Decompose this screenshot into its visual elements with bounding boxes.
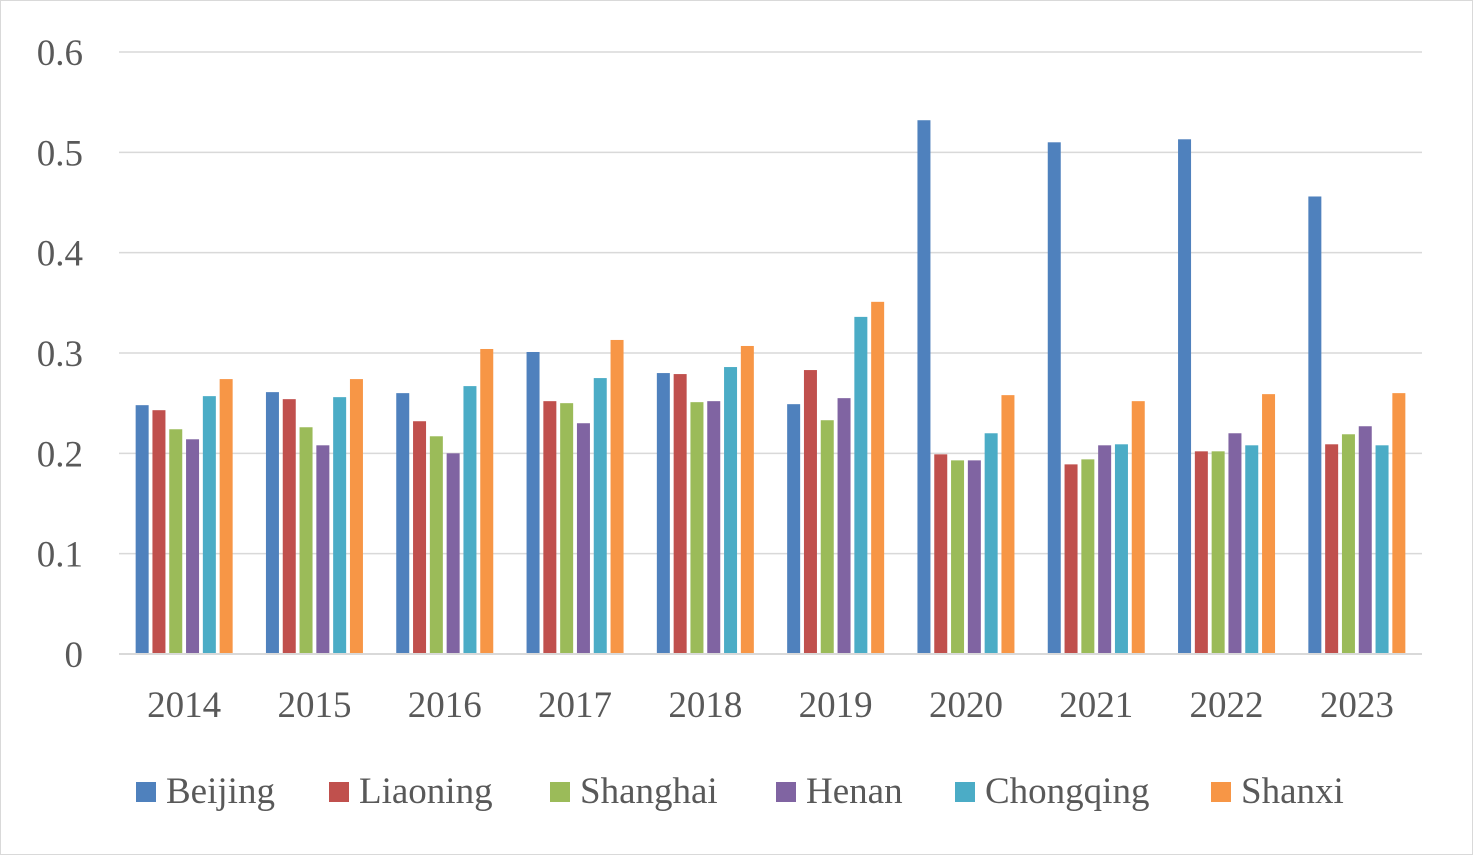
bar-liaoning bbox=[673, 374, 687, 654]
bar-henan bbox=[576, 423, 590, 654]
bar-beijing bbox=[1047, 142, 1061, 655]
x-tick-label: 2017 bbox=[538, 685, 612, 726]
bar-shanghai bbox=[690, 402, 704, 654]
legend-label-beijing: Beijing bbox=[166, 771, 275, 812]
bar-liaoning bbox=[1194, 451, 1208, 654]
bar-liaoning bbox=[1064, 464, 1078, 654]
x-tick-label: 2016 bbox=[408, 685, 482, 726]
y-tick-label: 0.3 bbox=[37, 334, 83, 375]
bar-beijing bbox=[1178, 139, 1192, 655]
x-tick-label: 2023 bbox=[1320, 685, 1394, 726]
bar-shanghai bbox=[1211, 451, 1225, 654]
legend-swatch-shanxi bbox=[1211, 782, 1231, 802]
bar-shanghai bbox=[1341, 434, 1355, 654]
bar-shanghai bbox=[951, 460, 965, 654]
bar-beijing bbox=[656, 373, 670, 654]
y-tick-label: 0.1 bbox=[37, 535, 83, 576]
bar-henan bbox=[186, 439, 200, 654]
bar-beijing bbox=[526, 351, 540, 654]
bar-shanghai bbox=[560, 403, 574, 654]
bar-henan bbox=[1228, 433, 1242, 654]
bar-shanxi bbox=[1262, 394, 1276, 654]
x-tick-label: 2021 bbox=[1059, 685, 1133, 726]
bar-beijing bbox=[396, 393, 410, 654]
x-tick-label: 2014 bbox=[147, 685, 221, 726]
bar-shanxi bbox=[871, 301, 885, 654]
legend-label-shanxi: Shanxi bbox=[1241, 771, 1344, 812]
y-axis-ticks: 0 0.1 0.2 0.3 0.4 0.5 0.6 bbox=[37, 33, 83, 676]
bar-liaoning bbox=[934, 454, 948, 654]
bar-shanghai bbox=[429, 436, 443, 654]
bar-chongqing bbox=[984, 433, 998, 654]
bar-liaoning bbox=[803, 370, 817, 654]
bar-henan bbox=[1098, 445, 1112, 654]
gridlines bbox=[119, 51, 1422, 555]
bar-liaoning bbox=[152, 410, 166, 654]
x-tick-label: 2015 bbox=[277, 685, 351, 726]
y-tick-label: 0.4 bbox=[37, 234, 83, 275]
bar-liaoning bbox=[282, 399, 296, 654]
bar-shanxi bbox=[740, 345, 754, 654]
bar-chongqing bbox=[724, 367, 738, 654]
bar-liaoning bbox=[413, 421, 427, 654]
legend-swatch-liaoning bbox=[329, 782, 349, 802]
bar-shanghai bbox=[299, 427, 313, 654]
x-tick-label: 2022 bbox=[1190, 685, 1264, 726]
bar-beijing bbox=[1308, 196, 1322, 655]
bar-henan bbox=[316, 445, 330, 654]
bar-beijing bbox=[787, 404, 801, 654]
legend-swatch-shanghai bbox=[550, 782, 570, 802]
bar-shanghai bbox=[169, 429, 183, 654]
bar-henan bbox=[967, 460, 981, 654]
bar-shanxi bbox=[1392, 393, 1406, 654]
legend-swatch-henan bbox=[776, 782, 796, 802]
legend-label-shanghai: Shanghai bbox=[580, 771, 718, 812]
bar-liaoning bbox=[543, 401, 557, 654]
bar-shanxi bbox=[349, 379, 363, 654]
bar-henan bbox=[1358, 426, 1372, 654]
bar-shanghai bbox=[1081, 459, 1095, 654]
legend-label-henan: Henan bbox=[806, 771, 903, 812]
bar-shanxi bbox=[1001, 395, 1015, 654]
bar-shanxi bbox=[480, 348, 494, 654]
bar-shanxi bbox=[610, 339, 624, 654]
bar-beijing bbox=[135, 405, 149, 654]
legend-label-chongqing: Chongqing bbox=[985, 771, 1149, 812]
bar-beijing bbox=[917, 120, 931, 654]
bar-henan bbox=[707, 401, 721, 654]
bar-chongqing bbox=[1114, 444, 1128, 654]
bar-shanxi bbox=[219, 379, 233, 654]
y-tick-label: 0.2 bbox=[37, 434, 83, 475]
bar-chongqing bbox=[463, 386, 477, 654]
x-tick-label: 2018 bbox=[668, 685, 742, 726]
bar-chongqing bbox=[1245, 445, 1259, 654]
bar-liaoning bbox=[1325, 444, 1339, 654]
bar-chongqing bbox=[854, 316, 868, 654]
legend: Beijing Liaoning Shanghai Henan Chongqing Sha… bbox=[136, 771, 1344, 812]
x-axis-ticks: 2014 2015 2016 2017 2018 2019 2020 2021 2022 2023 bbox=[147, 685, 1394, 726]
legend-label-liaoning: Liaoning bbox=[359, 771, 493, 812]
bar-shanxi bbox=[1131, 401, 1145, 654]
x-tick-label: 2020 bbox=[929, 685, 1003, 726]
bar-chongqing bbox=[333, 397, 347, 654]
bar-chongqing bbox=[1375, 445, 1389, 654]
bar-chongqing bbox=[593, 378, 607, 654]
bar-henan bbox=[837, 398, 851, 654]
y-tick-label: 0.6 bbox=[37, 33, 83, 74]
y-tick-label: 0.5 bbox=[37, 133, 83, 174]
legend-swatch-beijing bbox=[136, 782, 156, 802]
bar-shanghai bbox=[820, 420, 834, 654]
bars bbox=[135, 120, 1406, 655]
bar-chongqing bbox=[202, 396, 216, 654]
y-tick-label: 0 bbox=[65, 635, 84, 676]
bar-henan bbox=[446, 453, 460, 654]
legend-swatch-chongqing bbox=[955, 782, 975, 802]
bar-beijing bbox=[265, 392, 279, 654]
x-tick-label: 2019 bbox=[799, 685, 873, 726]
